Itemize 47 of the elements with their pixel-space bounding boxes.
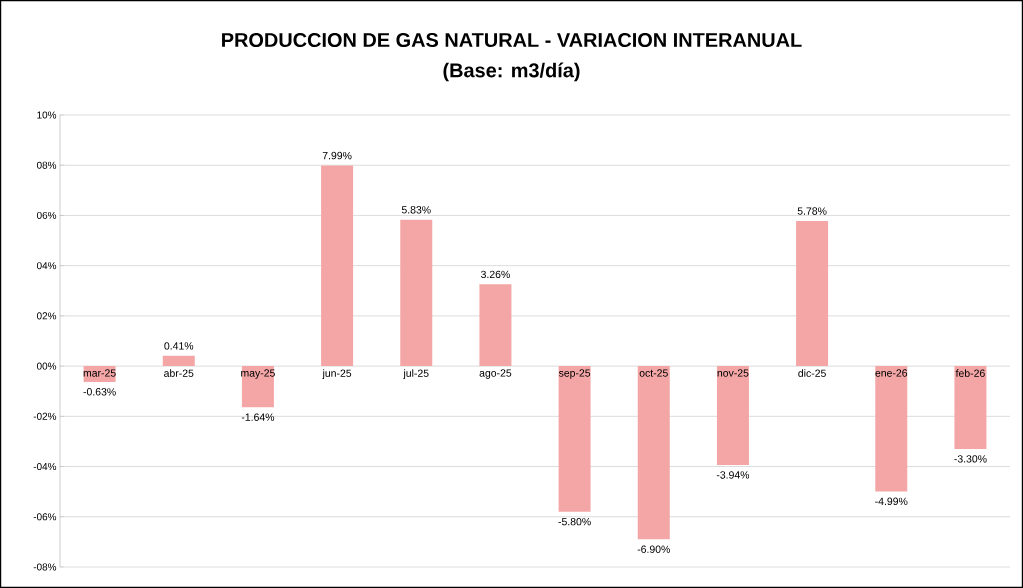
bar: [875, 366, 908, 492]
bar: [162, 355, 195, 367]
x-tick-label: jul-25: [403, 369, 429, 380]
bar: [400, 219, 433, 367]
y-tick-label: 08%: [36, 161, 57, 169]
chart-title: PRODUCCION DE GAS NATURAL - VARIACION INTERANUAL: [222, 32, 802, 48]
data-label: -1.64%: [241, 413, 275, 421]
y-tick-label: 04%: [36, 262, 57, 270]
x-tick-label: oct-25: [639, 369, 668, 377]
y-tick-label: -02%: [33, 412, 57, 420]
data-label: 3.26%: [480, 270, 510, 279]
data-label: -4.99%: [875, 497, 908, 506]
y-tick-label: -04%: [33, 463, 57, 471]
bar: [558, 366, 591, 512]
data-label: -3.94%: [716, 471, 750, 479]
data-label: 5.78%: [797, 207, 827, 215]
y-tick-label: 06%: [36, 211, 57, 219]
x-tick-label: jun-25: [322, 369, 352, 380]
data-label: -0.63%: [83, 388, 116, 396]
y-tick-label: 10%: [37, 111, 57, 119]
data-label: 0.41%: [164, 342, 194, 350]
data-label: -5.80%: [558, 517, 591, 526]
x-tick-label: sep-25: [558, 369, 591, 379]
x-tick-label: ago-25: [479, 369, 512, 379]
data-label: 5.83%: [401, 206, 431, 214]
chart-subtitle: (Base: m3/día): [443, 62, 580, 82]
data-label: 7.99%: [322, 151, 352, 160]
y-tick-label: 02%: [36, 312, 57, 320]
bar: [241, 366, 274, 408]
x-tick-label: dic-25: [798, 369, 826, 377]
bar: [954, 366, 987, 449]
x-tick-label: feb-26: [955, 369, 985, 377]
bar: [321, 165, 354, 367]
x-tick-label: nov-25: [717, 369, 749, 377]
x-tick-label: may-25: [241, 369, 275, 379]
data-label: -6.90%: [637, 545, 670, 553]
y-tick-label: 00%: [36, 362, 57, 370]
bar: [716, 366, 749, 466]
bar: [637, 366, 670, 540]
y-tick-label: -08%: [33, 563, 57, 571]
bar: [479, 284, 512, 367]
y-tick-label: -06%: [33, 513, 57, 521]
x-tick-label: mar-25: [83, 369, 116, 377]
x-tick-label: abr-25: [164, 369, 194, 377]
bar: [796, 220, 829, 367]
x-tick-label: ene-26: [875, 369, 908, 377]
data-label: -3.30%: [954, 455, 987, 463]
